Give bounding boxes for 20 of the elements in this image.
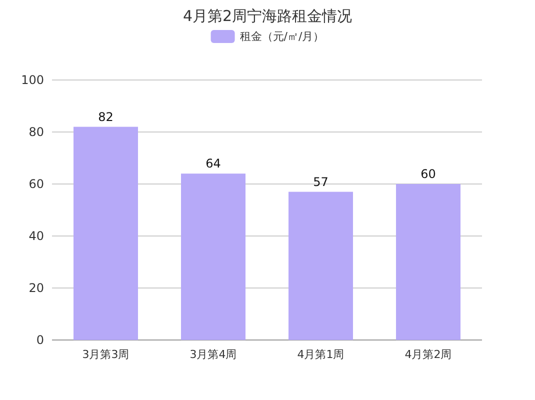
x-tick-label: 3月第4周 xyxy=(190,348,237,361)
y-tick-label: 60 xyxy=(28,177,44,191)
data-label: 64 xyxy=(206,156,221,171)
bar xyxy=(181,174,246,340)
data-label: 57 xyxy=(313,174,328,189)
bar xyxy=(74,126,138,340)
data-label: 60 xyxy=(420,167,436,181)
y-tick-label: 100 xyxy=(21,73,44,87)
bar xyxy=(396,184,460,340)
x-tick-label: 4月第2周 xyxy=(404,348,452,361)
legend-label: 租金（元/㎡/月） xyxy=(240,30,324,43)
chart-title: 4月第2周宁海路租金情况 xyxy=(182,7,352,25)
y-tick-label: 40 xyxy=(28,229,44,243)
y-tick-label: 20 xyxy=(28,281,44,295)
bar xyxy=(288,192,353,340)
data-label: 82 xyxy=(98,110,114,124)
y-tick-label: 0 xyxy=(36,333,44,347)
x-tick-label: 3月第3周 xyxy=(82,348,130,361)
x-tick-label: 4月第1周 xyxy=(297,348,344,361)
y-tick-label: 80 xyxy=(28,125,44,139)
